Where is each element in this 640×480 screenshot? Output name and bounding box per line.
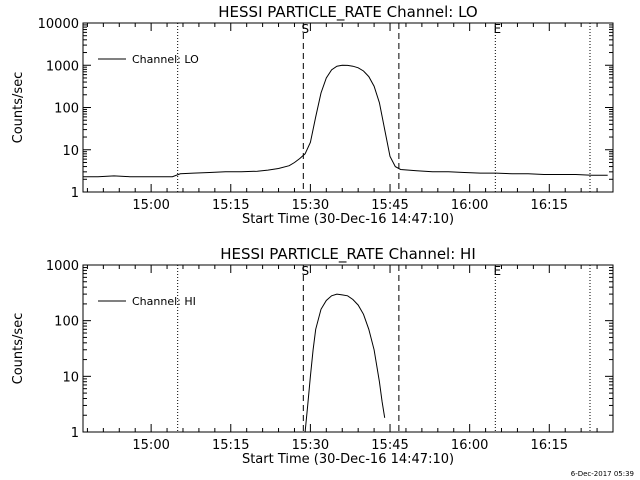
legend-label: Channel: LO — [132, 53, 199, 66]
y-tick-label: 100 — [54, 315, 79, 330]
x-tick-label: 15:15 — [212, 198, 249, 213]
y-axis-label: Counts/sec — [11, 313, 26, 385]
y-axis-label: Counts/sec — [11, 72, 26, 144]
footer-timestamp: 6-Dec-2017 05:39 — [570, 470, 634, 478]
x-tick-label: 15:45 — [371, 198, 408, 213]
x-tick-label: 15:00 — [132, 198, 169, 213]
x-tick-label: 15:00 — [132, 438, 169, 453]
x-tick-label: 15:30 — [292, 198, 329, 213]
plot-frame — [82, 22, 614, 193]
x-tick-label: 16:15 — [531, 198, 568, 213]
plot-frame — [82, 264, 614, 433]
chart-title: HESSI PARTICLE_RATE Channel: LO — [218, 3, 477, 22]
y-tick-label: 10 — [62, 144, 79, 159]
time-marker-label: S — [302, 264, 310, 278]
y-tick-label: 1000 — [46, 59, 79, 74]
time-marker-label: S — [302, 22, 310, 36]
x-tick-label: 15:45 — [371, 438, 408, 453]
series-line — [83, 64, 608, 178]
x-tick-label: 16:15 — [531, 438, 568, 453]
series-line — [304, 293, 386, 433]
time-marker-label: E — [494, 22, 502, 36]
x-tick-label: 15:30 — [292, 438, 329, 453]
panel-hi: HESSI PARTICLE_RATE Channel: HI Counts/se… — [11, 245, 614, 467]
x-axis-label: Start Time (30-Dec-16 14:47:10) — [242, 212, 454, 227]
y-tick-label: 1 — [71, 186, 79, 201]
x-tick-label: 15:15 — [212, 438, 249, 453]
chart-title: HESSI PARTICLE_RATE Channel: HI — [220, 245, 476, 264]
y-tick-label: 100 — [54, 102, 79, 117]
panel-lo: HESSI PARTICLE_RATE Channel: LO Counts/se… — [11, 3, 614, 227]
time-marker-label: E — [494, 264, 502, 278]
legend-label: Channel: HI — [132, 295, 196, 308]
y-tick-label: 1000 — [46, 259, 79, 274]
x-tick-label: 16:00 — [451, 198, 488, 213]
y-tick-label: 10 — [62, 370, 79, 385]
x-tick-label: 16:00 — [451, 438, 488, 453]
x-axis-label: Start Time (30-Dec-16 14:47:10) — [242, 452, 454, 467]
y-tick-label: 1 — [71, 426, 79, 441]
y-tick-label: 10000 — [38, 17, 79, 32]
